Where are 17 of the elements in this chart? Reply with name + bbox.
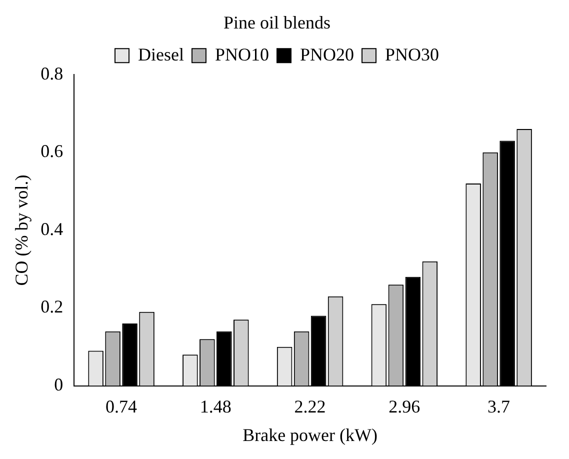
x-tick-label: 3.7: [488, 396, 510, 416]
y-tick-label: 0.2: [40, 296, 64, 317]
legend-label: PNO20: [300, 44, 354, 64]
y-tick-label: 0: [54, 374, 64, 395]
y-axis-title: CO (% by vol.): [12, 174, 32, 286]
y-tick-label: 0.6: [40, 141, 64, 162]
legend-label: Diesel: [138, 44, 184, 64]
legend-label: PNO10: [214, 44, 269, 64]
x-tick-label: 0.74: [106, 396, 138, 416]
x-tick-label: 2.96: [388, 396, 420, 416]
legend-label: PNO30: [384, 44, 440, 64]
legend-title: Pine oil blends: [224, 12, 330, 33]
y-tick-label: 0.4: [40, 218, 64, 239]
x-tick-label: 1.48: [200, 396, 232, 416]
x-tick-label: 2.22: [294, 396, 326, 416]
x-axis-title: Brake power (kW): [242, 424, 378, 445]
y-tick-label: 0.8: [40, 63, 64, 84]
